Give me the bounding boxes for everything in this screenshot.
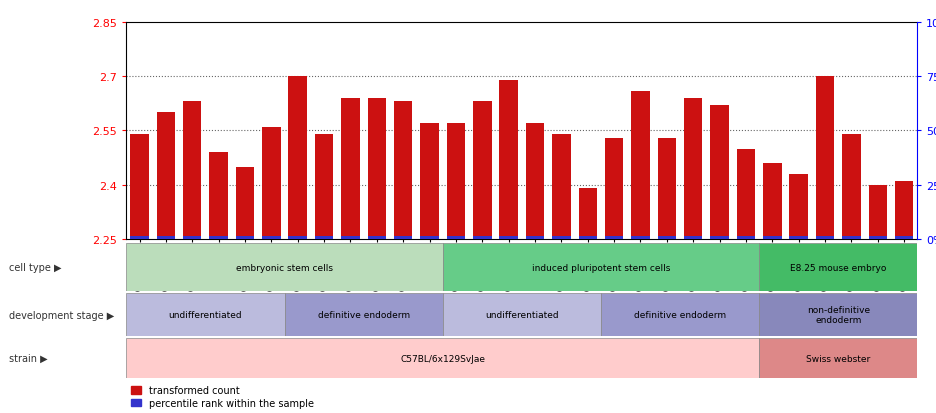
Bar <box>288 237 307 240</box>
Text: embryonic stem cells: embryonic stem cells <box>236 263 333 272</box>
Bar <box>473 237 491 240</box>
Bar <box>126 339 759 378</box>
Bar <box>288 77 307 240</box>
Text: cell type ▶: cell type ▶ <box>9 262 62 273</box>
Bar <box>631 91 650 240</box>
Bar <box>342 237 359 240</box>
Bar <box>763 164 782 240</box>
Bar <box>526 124 544 240</box>
Bar <box>262 237 281 240</box>
Bar <box>601 293 759 337</box>
Bar <box>314 135 333 240</box>
Bar <box>605 237 623 240</box>
Text: development stage ▶: development stage ▶ <box>9 310 114 320</box>
Text: undifferentiated: undifferentiated <box>168 311 242 319</box>
Bar <box>789 237 808 240</box>
Bar <box>759 293 917 337</box>
Bar <box>473 102 491 240</box>
Text: undifferentiated: undifferentiated <box>485 311 559 319</box>
Bar <box>156 113 175 240</box>
Text: definitive endoderm: definitive endoderm <box>634 311 726 319</box>
Bar <box>552 135 571 240</box>
Bar <box>816 237 834 240</box>
Bar <box>526 237 544 240</box>
Bar <box>130 237 149 240</box>
Bar <box>710 237 729 240</box>
Bar <box>394 237 413 240</box>
Bar <box>895 182 914 240</box>
Bar <box>446 124 465 240</box>
Bar <box>446 237 465 240</box>
Bar <box>631 237 650 240</box>
Bar <box>710 106 729 240</box>
Bar <box>500 81 518 240</box>
Text: induced pluripotent stem cells: induced pluripotent stem cells <box>532 263 670 272</box>
Text: E8.25 mouse embryo: E8.25 mouse embryo <box>790 263 886 272</box>
Bar <box>684 237 702 240</box>
Bar <box>552 237 571 240</box>
Bar <box>394 102 413 240</box>
Bar <box>737 237 755 240</box>
Bar <box>759 244 917 291</box>
Text: strain ▶: strain ▶ <box>9 353 48 363</box>
Bar <box>342 99 359 240</box>
Bar <box>763 237 782 240</box>
Bar <box>210 237 227 240</box>
Bar <box>816 77 834 240</box>
Bar <box>314 237 333 240</box>
Bar <box>368 99 386 240</box>
Bar <box>895 237 914 240</box>
Bar <box>156 237 175 240</box>
Legend: transformed count, percentile rank within the sample: transformed count, percentile rank withi… <box>131 385 314 408</box>
Bar <box>500 237 518 240</box>
Bar <box>842 237 860 240</box>
Bar <box>262 128 281 240</box>
Text: non-definitive
endoderm: non-definitive endoderm <box>807 305 870 325</box>
Bar <box>420 237 439 240</box>
Bar <box>658 138 676 240</box>
Bar <box>420 124 439 240</box>
Bar <box>842 135 860 240</box>
Bar <box>368 237 386 240</box>
Bar <box>183 237 201 240</box>
Bar <box>578 237 597 240</box>
Bar <box>210 153 227 240</box>
Bar <box>183 102 201 240</box>
Bar <box>126 244 443 291</box>
Bar <box>443 244 759 291</box>
Bar <box>130 135 149 240</box>
Bar <box>737 149 755 240</box>
Bar <box>605 138 623 240</box>
Bar <box>126 293 285 337</box>
Bar <box>869 237 887 240</box>
Bar <box>236 167 255 240</box>
Text: definitive endoderm: definitive endoderm <box>317 311 410 319</box>
Bar <box>658 237 676 240</box>
Text: C57BL/6x129SvJae: C57BL/6x129SvJae <box>401 354 485 363</box>
Bar <box>443 293 601 337</box>
Bar <box>236 237 255 240</box>
Bar <box>578 189 597 240</box>
Text: Swiss webster: Swiss webster <box>806 354 870 363</box>
Bar <box>759 339 917 378</box>
Bar <box>684 99 702 240</box>
Bar <box>789 174 808 240</box>
Bar <box>869 185 887 240</box>
Bar <box>285 293 443 337</box>
